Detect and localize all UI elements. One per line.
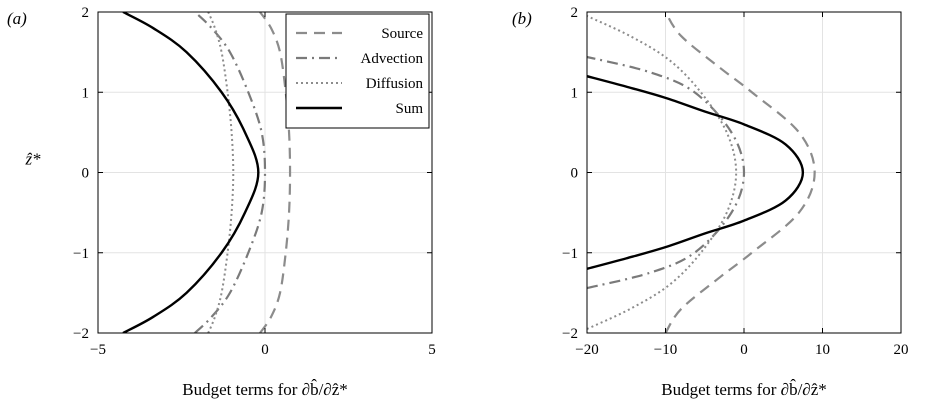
y-tick-label: −1: [562, 246, 578, 262]
x-tick-label: 10: [815, 342, 830, 358]
y-tick-label: −2: [562, 326, 578, 342]
x-tick-label: 0: [740, 342, 748, 358]
x-axis-label: Budget terms for ∂b̂/∂ẑ*: [661, 379, 827, 399]
x-axis-label: Budget terms for ∂b̂/∂ẑ*: [182, 379, 348, 399]
x-tick-label: −5: [90, 342, 106, 358]
x-tick-label: 20: [894, 342, 909, 358]
series-source-line: [664, 12, 816, 333]
panel-label: (b): [512, 9, 532, 28]
y-tick-label: 0: [82, 166, 90, 182]
legend-label-sum: Sum: [395, 101, 423, 117]
x-tick-label: 0: [261, 342, 269, 358]
series-sum-line: [122, 12, 260, 333]
x-tick-label: 5: [428, 342, 436, 358]
y-tick-label: −2: [73, 326, 89, 342]
y-tick-label: 0: [571, 166, 579, 182]
x-tick-label: −20: [575, 342, 598, 358]
series-sum-line: [587, 75, 805, 270]
series-diffusion-line: [587, 15, 738, 330]
panel-label: (a): [7, 9, 27, 28]
legend-label-advection: Advection: [361, 51, 424, 67]
y-tick-label: 2: [82, 5, 90, 21]
legend: Source Advection Diffusion Sum: [285, 13, 430, 129]
y-tick-label: 1: [571, 85, 579, 101]
y-tick-label: 1: [82, 85, 90, 101]
legend-label-diffusion: Diffusion: [366, 76, 424, 92]
y-tick-label: −1: [73, 246, 89, 262]
x-tick-label: −10: [654, 342, 677, 358]
panel-a: −5 0 5 −2 −1 0 1 2 (a) Budget terms for ∂b̂/∂ẑ* ẑ*…: [7, 5, 436, 399]
series-advection-line: [587, 55, 746, 290]
y-tick-label: 2: [571, 5, 579, 21]
legend-label-source: Source: [381, 26, 423, 42]
y-axis-label: ẑ*: [24, 150, 41, 169]
series-source-line: [259, 12, 292, 333]
